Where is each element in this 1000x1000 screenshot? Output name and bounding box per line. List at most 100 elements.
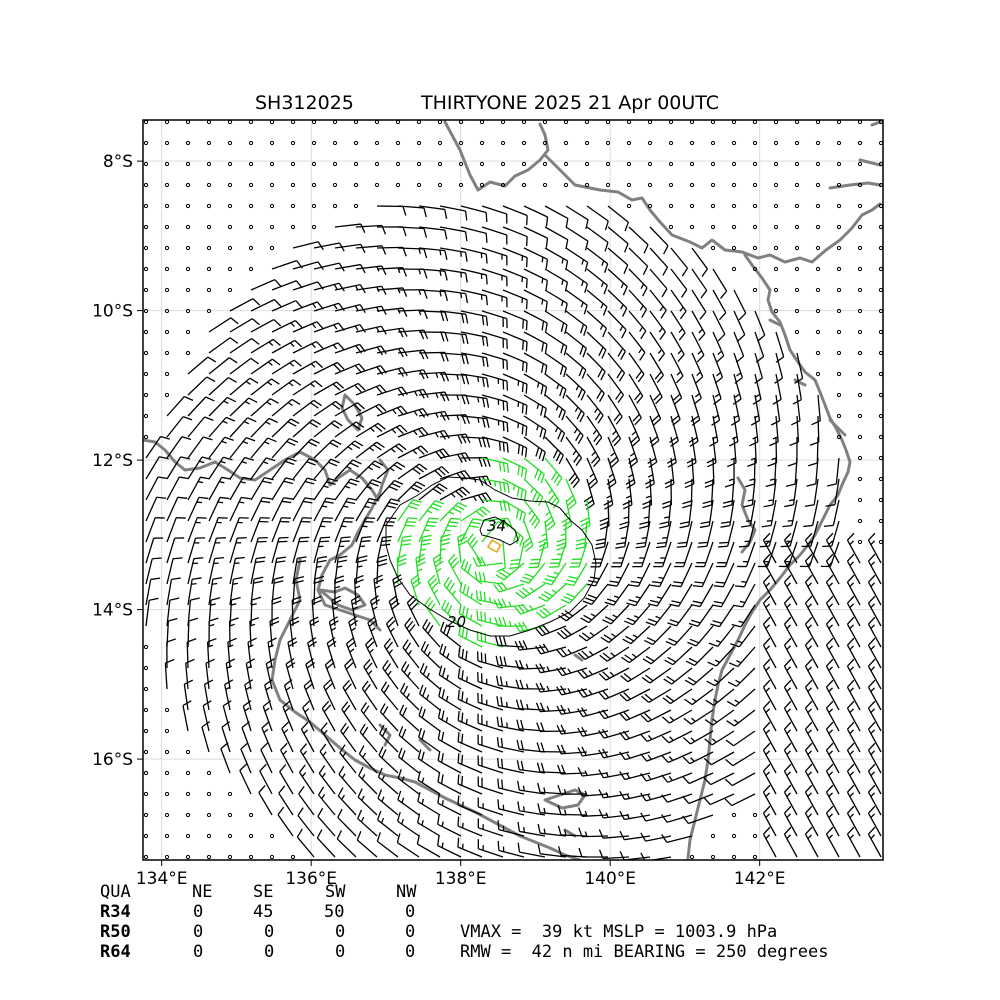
wind-barb [577, 807, 609, 817]
calm-marker [521, 161, 527, 167]
calm-marker [143, 245, 149, 251]
wind-barb [432, 553, 444, 585]
wind-barb [738, 520, 756, 548]
lat-tick-label: 14°S [92, 601, 133, 621]
wind-barb [221, 721, 231, 753]
wind-barb [783, 784, 798, 816]
wind-barb [229, 337, 260, 354]
wind-barb [379, 724, 399, 753]
wind-barb [376, 479, 404, 501]
wind-barb [457, 710, 483, 732]
lat-tick-label: 16°S [92, 750, 133, 770]
wind-barb [649, 226, 669, 255]
wind-barb [208, 317, 239, 333]
wind-barb [561, 499, 573, 531]
calm-marker [668, 140, 674, 146]
wind-barb [418, 391, 450, 402]
wind-barb [457, 753, 483, 774]
wind-barb [586, 331, 607, 359]
wind-barb [502, 373, 528, 394]
wind-barb [300, 721, 315, 753]
calm-marker [836, 140, 842, 146]
wind-barb [418, 247, 448, 261]
wind-barb [292, 419, 322, 438]
wind-barb [166, 395, 194, 417]
wind-barb [619, 730, 651, 741]
wind-barb [460, 415, 490, 428]
wind-barb [477, 839, 504, 858]
calm-marker [206, 791, 212, 797]
wind-barb [846, 763, 861, 795]
wind-barb [337, 787, 357, 816]
wind-barb [439, 247, 468, 262]
wind-barb [670, 289, 687, 320]
wind-barb [229, 476, 253, 501]
wind-barb [279, 764, 294, 795]
calm-marker [143, 182, 149, 188]
calm-marker [857, 161, 863, 167]
wind-barb [661, 834, 693, 844]
wind-barb [770, 394, 781, 426]
wind-barb [439, 268, 468, 283]
wind-barb [205, 658, 215, 690]
wind-barb [460, 247, 488, 264]
calm-marker [836, 203, 842, 209]
wind-barb [313, 517, 333, 543]
wind-barb [649, 310, 666, 341]
calm-marker [164, 854, 170, 860]
wind-barb [804, 637, 819, 669]
wind-barb [783, 616, 798, 648]
calm-marker [185, 182, 191, 188]
wind-barb [264, 679, 273, 711]
wind-barb [376, 498, 401, 522]
wind-barb [249, 617, 259, 648]
wind-barb [586, 247, 609, 273]
wind-barb [481, 457, 510, 473]
wind-barb [846, 784, 861, 816]
wind-barb [495, 562, 525, 581]
calm-marker [689, 203, 695, 209]
wind-barb [598, 667, 630, 681]
wind-barb [706, 436, 717, 468]
wind-barb [458, 604, 483, 627]
wind-barb [670, 373, 683, 405]
radii-header-nw: NW [396, 882, 417, 902]
wind-barb [379, 703, 399, 732]
wind-barb [481, 373, 509, 391]
wind-barb [536, 722, 567, 733]
wind-barb [670, 331, 685, 362]
wind-barb [704, 730, 735, 746]
wind-barb [661, 814, 693, 823]
wind-barb [292, 261, 324, 271]
calm-marker [836, 161, 842, 167]
wind-barb [261, 721, 273, 753]
wind-barb [695, 541, 714, 568]
calm-marker [815, 140, 821, 146]
calm-marker [206, 203, 212, 209]
calm-marker [500, 140, 506, 146]
wind-barb [376, 327, 408, 338]
storm-id: SH312025 [255, 92, 354, 114]
wind-barb [784, 478, 798, 508]
wind-barb [437, 814, 462, 837]
wind-barb [145, 496, 167, 522]
wind-barb [544, 247, 569, 271]
calm-marker [143, 350, 149, 356]
wind-barb [712, 289, 727, 321]
wind-barb [645, 604, 672, 626]
wind-barb [523, 373, 548, 397]
calm-marker [227, 161, 233, 167]
wind-barb [825, 574, 840, 606]
wind-barb [674, 541, 693, 568]
wind-barb [187, 356, 217, 375]
calm-marker [710, 854, 716, 860]
wind-barb [586, 457, 598, 489]
wind-barb [376, 405, 408, 417]
wind-barb [476, 610, 504, 627]
wind-barb [806, 457, 819, 487]
wind-barb [439, 331, 469, 345]
wind-barb [402, 639, 420, 669]
calm-marker [815, 203, 821, 209]
calm-marker [416, 182, 422, 188]
calm-marker [143, 329, 149, 335]
